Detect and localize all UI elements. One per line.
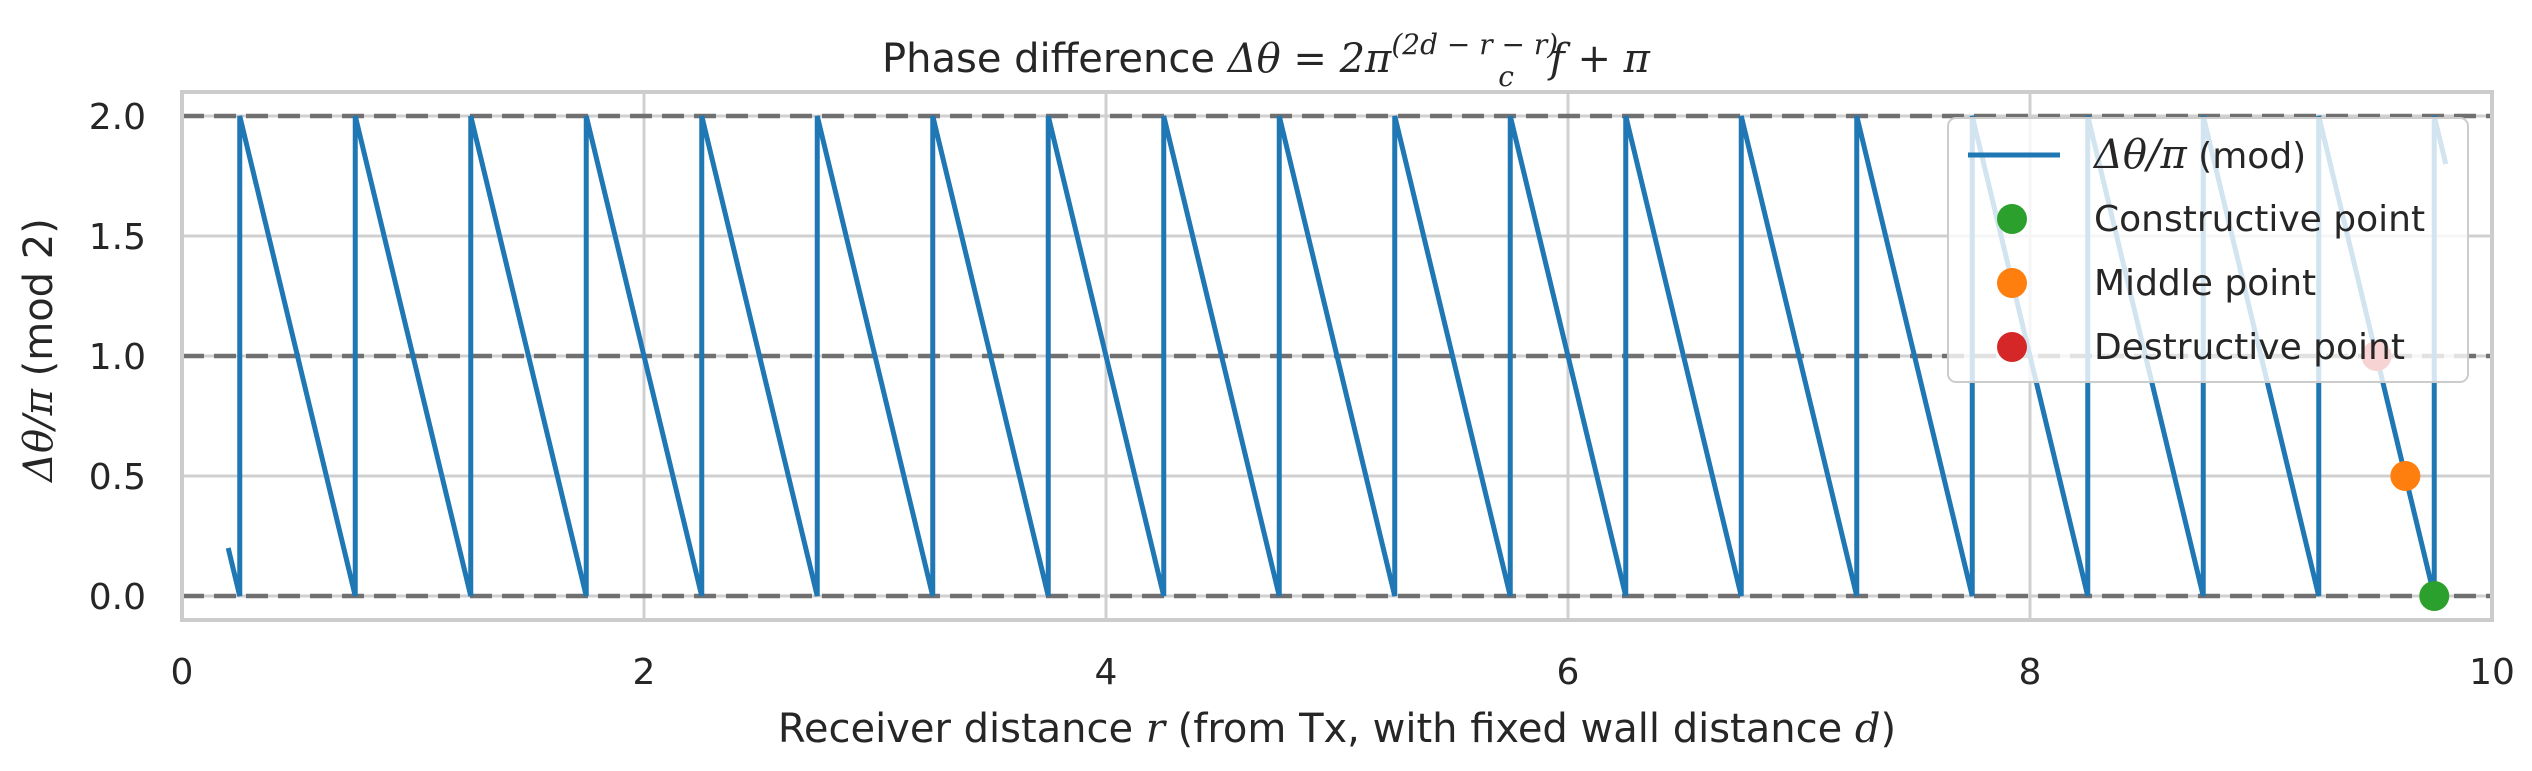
legend-label-constructive: Constructive point: [2094, 199, 2425, 240]
chart-title: Phase difference Δθ = 2π(2d − r − r) c f +…: [882, 28, 1651, 93]
x-tick-label: 8: [2019, 652, 2042, 693]
x-tick-label: 0: [171, 652, 194, 693]
x-tick-label: 6: [1557, 652, 1580, 693]
x-tick-labels: 0 2 4 6 8 10: [171, 652, 2515, 693]
legend-middle-marker: [1997, 268, 2027, 298]
y-tick-labels: 0.0 0.5 1.0 1.5 2.0: [89, 97, 146, 618]
x-tick-label: 2: [633, 652, 656, 693]
legend-line-math: Δθ/π: [2092, 132, 2187, 178]
xlabel-mid: (from Tx, with fixed wall distance: [1165, 706, 1855, 752]
title-frac-num: (2d − r − r): [1391, 28, 1558, 61]
y-tick-label: 2.0: [89, 97, 146, 138]
legend-label-middle: Middle point: [2094, 263, 2316, 304]
title-frac-den: c: [1498, 60, 1514, 93]
middle-point-marker: [2390, 461, 2421, 491]
legend-box: [1947, 117, 2469, 383]
legend: Δθ/π (mod) Constructive point Middle poi…: [1947, 117, 2469, 383]
title-rhs: f + π: [1547, 36, 1651, 82]
y-tick-label: 1.5: [89, 217, 146, 258]
legend-constructive-marker: [1997, 204, 2027, 234]
xlabel-var-r: r: [1146, 706, 1168, 752]
legend-label-line: Δθ/π (mod): [2092, 132, 2306, 178]
x-tick-label: 4: [1095, 652, 1118, 693]
ylabel-math: Δθ/π: [16, 388, 62, 483]
legend-destructive-marker: [1997, 332, 2027, 362]
xlabel-var-d: d: [1855, 706, 1881, 752]
title-lhs: Δθ = 2π: [1226, 36, 1392, 82]
ylabel-text: (mod 2): [16, 218, 62, 389]
y-tick-label: 0.0: [89, 577, 146, 618]
constructive-point-marker: [2419, 581, 2450, 611]
plot-frame: [180, 90, 2494, 622]
title-prefix: Phase difference: [882, 36, 1228, 82]
legend-label-destructive: Destructive point: [2094, 327, 2405, 368]
y-tick-label: 0.5: [89, 457, 146, 498]
legend-line-text: (mod): [2187, 136, 2306, 177]
xlabel-pre: Receiver distance: [778, 706, 1146, 752]
x-tick-label: 10: [2469, 652, 2515, 693]
x-axis-label: Receiver distance r (from Tx, with fixed…: [778, 706, 1896, 752]
y-axis-label: Δθ/π (mod 2): [16, 218, 62, 484]
y-tick-label: 1.0: [89, 337, 146, 378]
xlabel-post: ): [1881, 706, 1897, 752]
